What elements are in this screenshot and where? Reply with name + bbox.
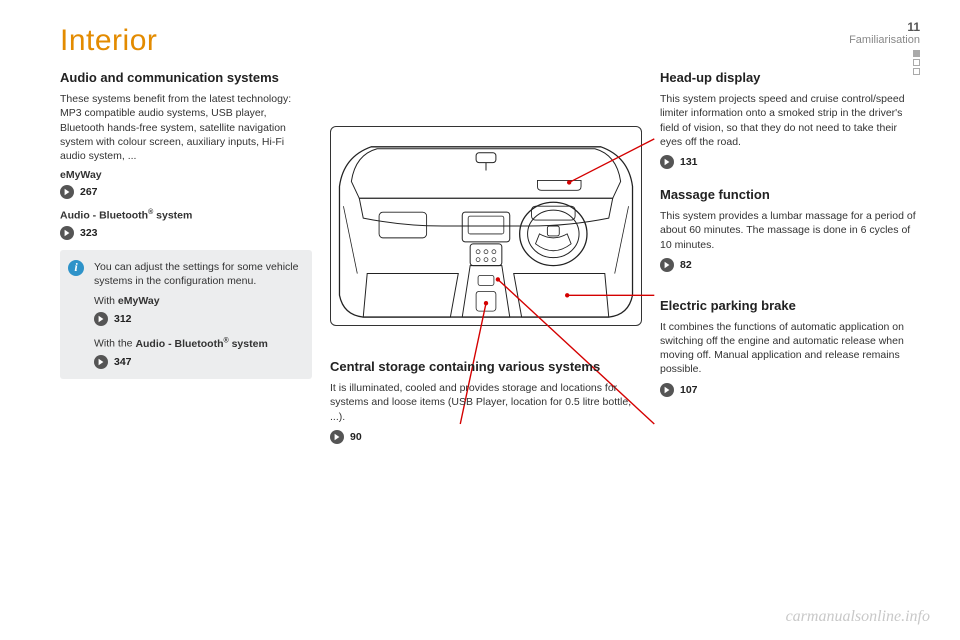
page-indicator [849,50,920,75]
page-ref: 267 [60,185,312,199]
epb-heading: Electric parking brake [660,298,920,314]
info-box: i You can adjust the settings for some v… [60,250,312,379]
play-icon [330,430,344,444]
audiobt-label: Audio - Bluetooth® system [60,209,312,222]
info-icon: i [68,260,84,276]
page-header: 11 Familiarisation [849,20,920,75]
central-storage-body: It is illuminated, cooled and provides s… [330,381,642,424]
infobox-with-audiobt: With the Audio - Bluetooth® system [94,336,300,351]
infobox-with-emyway: With eMyWay [94,294,300,308]
page-ref: 107 [660,383,920,397]
ref-number: 323 [80,227,98,239]
massage-body: This system provides a lumbar massage fo… [660,209,920,252]
indicator-dot [913,68,920,75]
page-ref: 323 [60,226,312,240]
emyway-label: eMyWay [60,169,312,181]
section-name: Familiarisation [849,34,920,46]
play-icon [60,185,74,199]
watermark: carmanualsonline.info [786,608,930,626]
hud-body: This system projects speed and cruise co… [660,92,920,149]
play-icon [94,312,108,326]
page-ref: 131 [660,155,920,169]
with-suffix: system [229,338,268,350]
ref-number: 90 [350,431,362,443]
audio-systems-heading: Audio and communication systems [60,70,312,86]
page-ref: 82 [660,258,920,272]
with-bold: eMyWay [118,295,160,307]
with-prefix: With the [94,338,135,350]
with-bold: Audio - Bluetooth [135,338,223,350]
page-number: 11 [849,20,920,34]
page-ref: 312 [94,312,300,326]
interior-diagram [330,126,642,326]
play-icon [94,355,108,369]
audiobt-suffix: system [153,210,192,222]
massage-heading: Massage function [660,187,920,203]
diagram-wrap [330,126,642,331]
ref-number: 312 [114,313,132,325]
epb-block: Electric parking brake It combines the f… [660,298,920,397]
central-storage-heading: Central storage containing various syste… [330,359,642,375]
massage-block: Massage function This system provides a … [660,187,920,272]
infobox-body: You can adjust the settings for some veh… [94,260,300,288]
hud-block: Head-up display This system projects spe… [660,70,920,169]
audiobt-label-text: Audio - Bluetooth [60,210,148,222]
indicator-dot [913,50,920,57]
epb-body: It combines the functions of automatic a… [660,320,920,377]
play-icon [660,383,674,397]
middle-column: Central storage containing various syste… [330,70,642,454]
central-storage-block: Central storage containing various syste… [330,359,642,444]
indicator-dot [913,59,920,66]
play-icon [660,155,674,169]
page-ref: 347 [94,355,300,369]
left-column: Audio and communication systems These sy… [60,70,312,454]
ref-number: 267 [80,186,98,198]
page-ref: 90 [330,430,642,444]
play-icon [660,258,674,272]
ref-number: 107 [680,384,698,396]
audio-systems-body: These systems benefit from the latest te… [60,92,312,163]
play-icon [60,226,74,240]
page-title: Interior [60,24,920,58]
with-prefix: With [94,295,118,307]
right-column: Head-up display This system projects spe… [660,70,920,454]
ref-number: 347 [114,356,132,368]
ref-number: 82 [680,259,692,271]
ref-number: 131 [680,156,698,168]
